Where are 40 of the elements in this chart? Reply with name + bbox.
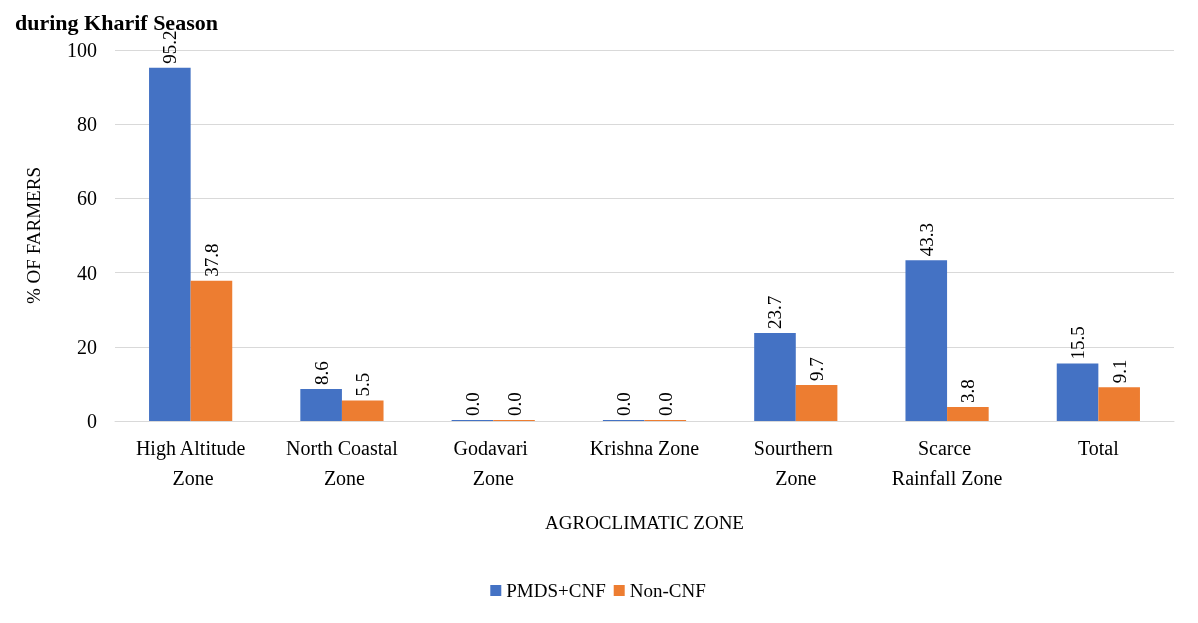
x-tick-label: North Coastal Zone (286, 437, 399, 489)
x-tick-label: Krishna Zone (589, 437, 700, 459)
bar (947, 406, 989, 421)
x-tick-label: Total (1077, 437, 1120, 459)
bar (1056, 363, 1099, 421)
x-tick-label: High Altitude Zone (135, 437, 246, 489)
bar (1098, 387, 1140, 421)
y-tick-label: 100 (67, 39, 97, 61)
data-label: 0.0 (654, 392, 676, 416)
bar (341, 400, 384, 421)
data-label: 5.5 (352, 372, 374, 397)
y-axis-title: % OF FARMERS (23, 167, 44, 304)
x-tick-label: Sourthern Zone (753, 437, 838, 489)
bar (754, 333, 796, 421)
data-label: 8.6 (310, 361, 332, 386)
y-tick-label: 60 (77, 187, 97, 210)
data-label: 0.0 (503, 392, 525, 416)
legend-label: Non-CNF (629, 580, 706, 601)
data-label: 43.3 (915, 223, 937, 257)
y-tick-label: 0 (87, 410, 97, 432)
x-axis-title: AGROCLIMATIC ZONE (545, 512, 744, 533)
bar (795, 385, 838, 421)
bar (149, 67, 191, 421)
y-tick-label: 20 (77, 335, 97, 358)
bar (190, 280, 233, 421)
data-label: 9.1 (1108, 359, 1130, 384)
data-label: 0.0 (461, 392, 483, 416)
data-label: 15.5 (1067, 326, 1089, 360)
data-label: 9.7 (806, 357, 828, 382)
y-tick-label: 80 (77, 113, 97, 136)
x-tick-label: Scarce Rainfall Zone (891, 437, 1003, 489)
bar (300, 389, 342, 421)
data-label: 37.8 (200, 243, 222, 277)
data-label: 3.8 (957, 379, 979, 403)
data-label: 0.0 (613, 392, 635, 416)
bar (905, 260, 948, 421)
y-tick-label: 40 (77, 261, 97, 284)
data-label: 23.7 (764, 295, 786, 330)
x-tick-label: Godavari Zone (453, 437, 533, 489)
legend-label: PMDS+CNF (506, 580, 606, 601)
